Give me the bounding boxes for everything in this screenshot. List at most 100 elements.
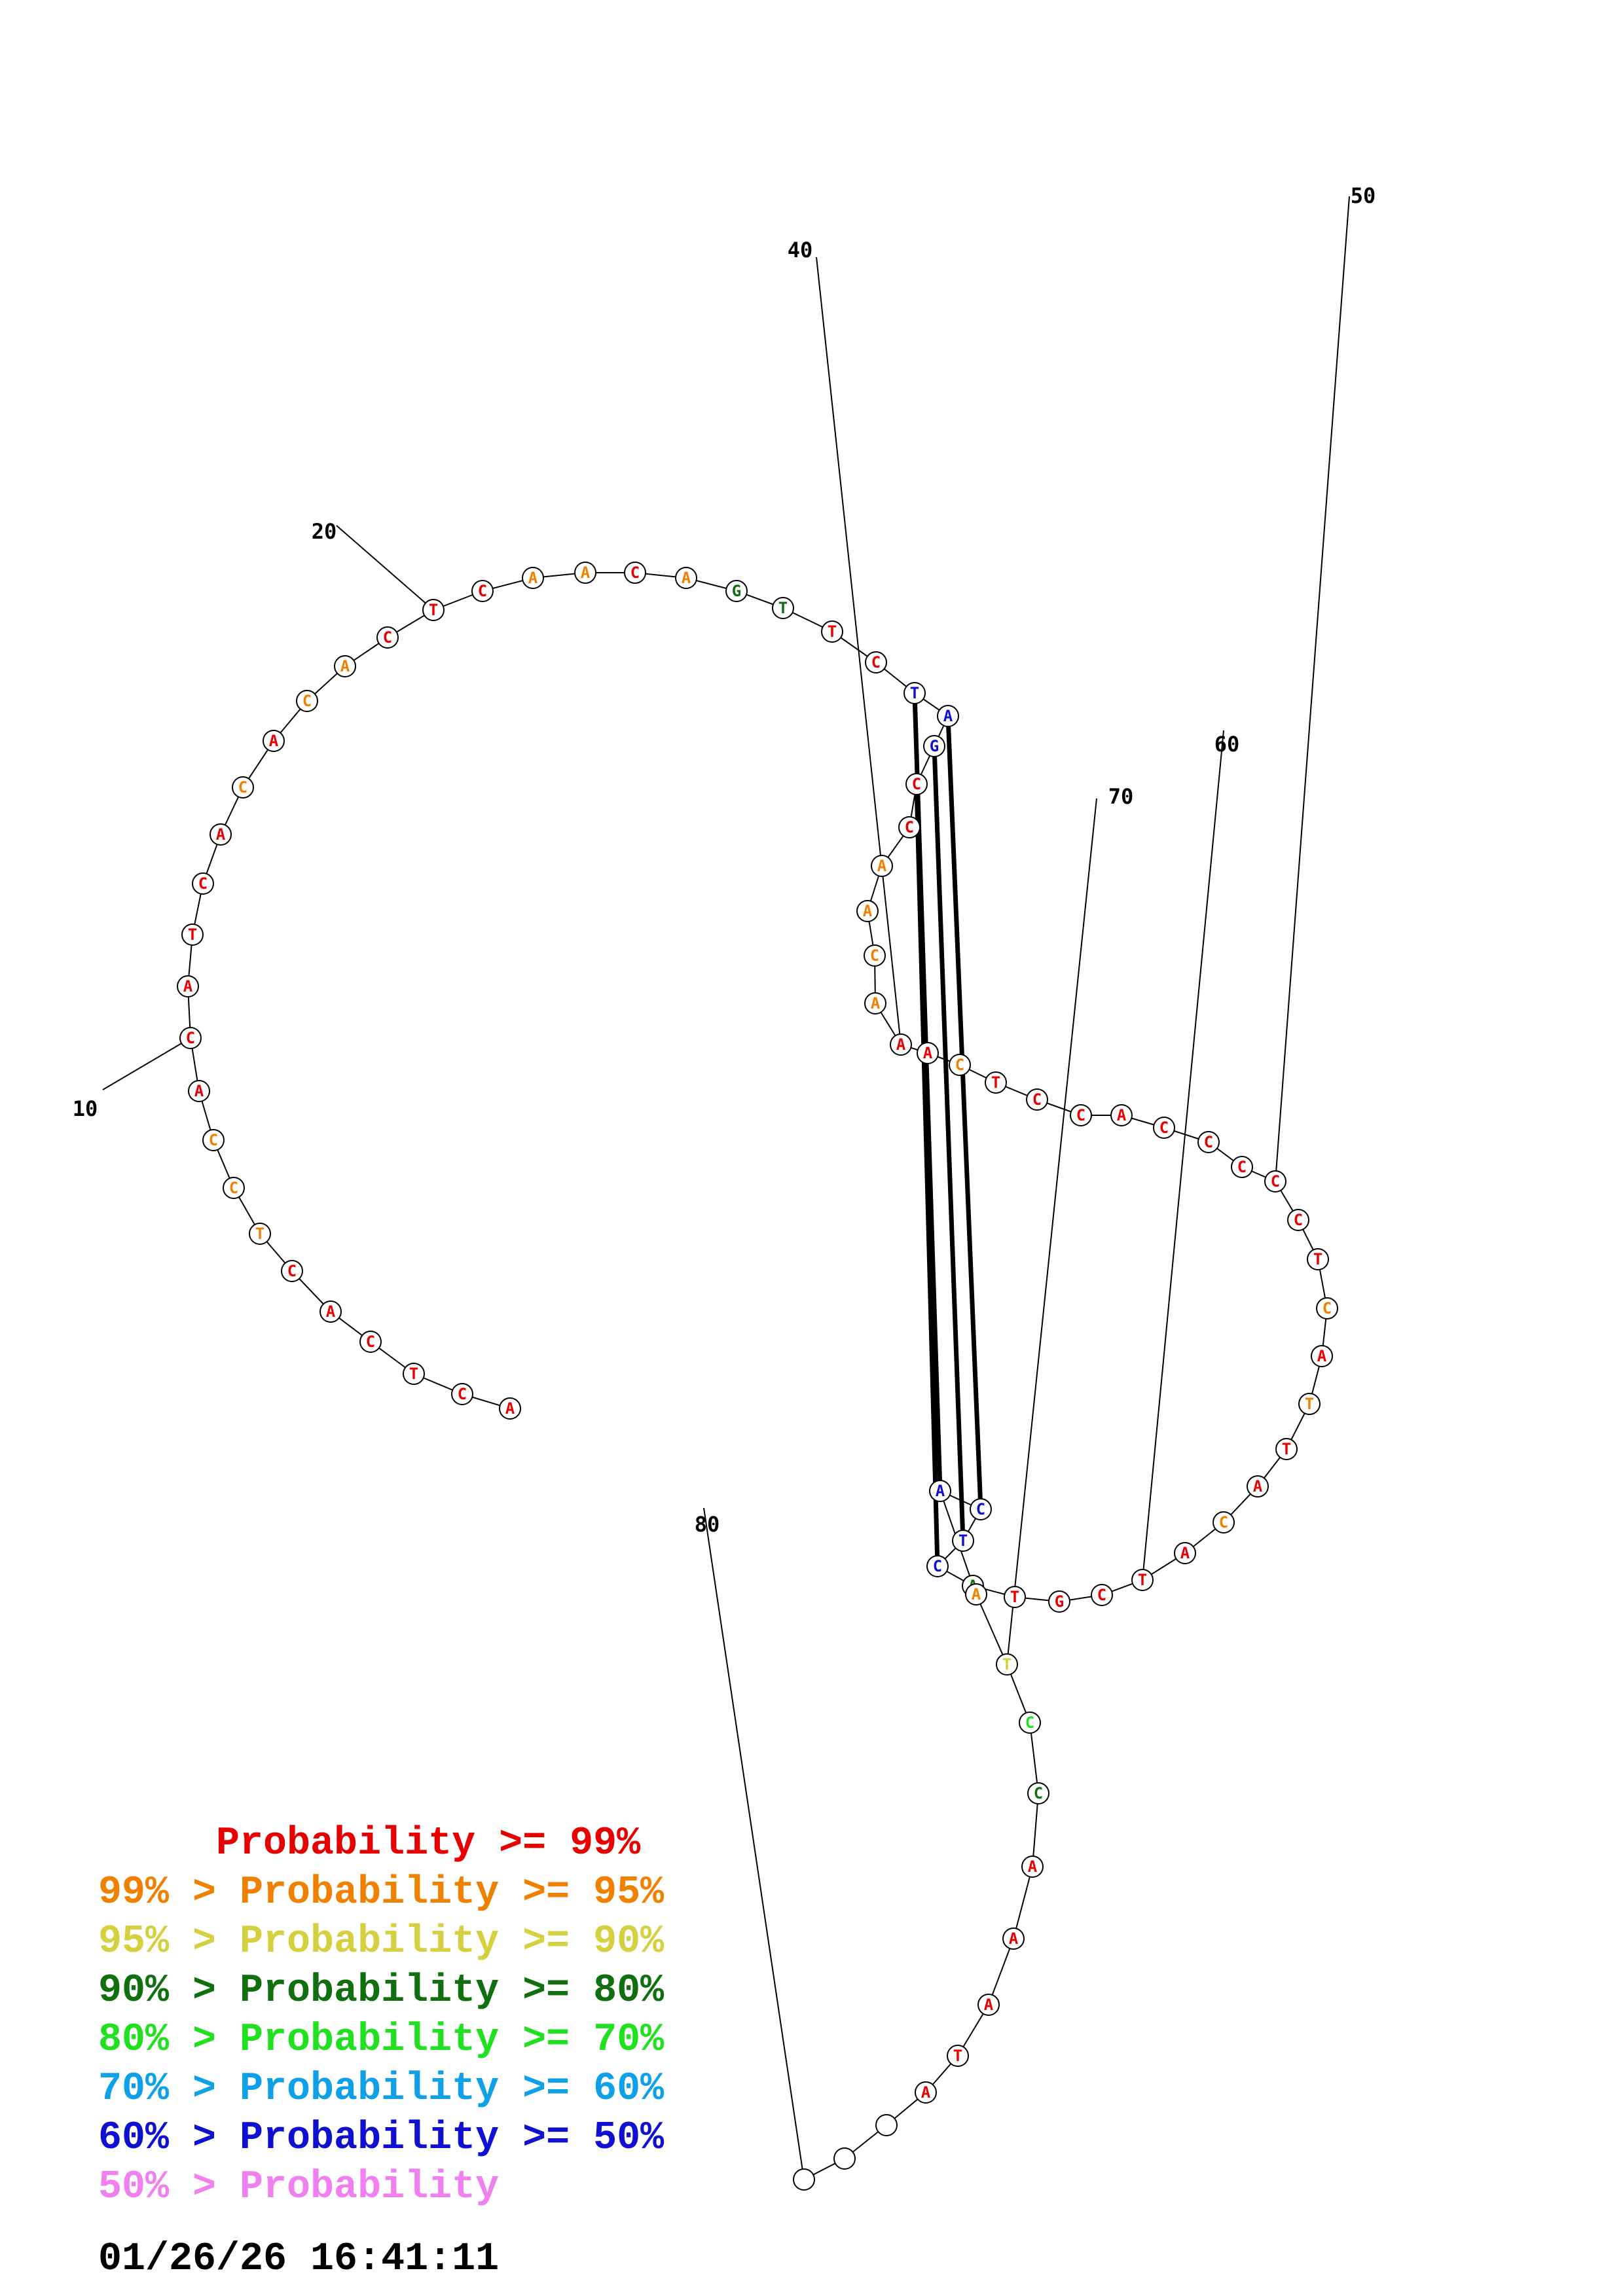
legend-line-7: 60% > Probability >= 50% — [98, 2116, 665, 2161]
nucleotide: A — [1247, 1475, 1269, 1498]
backbone-segment — [1032, 1793, 1039, 1867]
nucleotide-letter: G — [732, 582, 741, 600]
nucleotide: A — [915, 2081, 937, 2104]
nucleotide: T — [1307, 1248, 1329, 1270]
nucleotide-letter: C — [1271, 1172, 1280, 1191]
nucleotide-circle — [1298, 1393, 1321, 1415]
nucleotide-circle — [1002, 1928, 1025, 1950]
nucleotide: A — [675, 567, 697, 589]
nucleotide-letter: A — [581, 564, 591, 582]
nucleotide-letter: A — [1317, 1347, 1327, 1365]
nucleotide-letter: T — [1313, 1250, 1322, 1268]
base-pair-bond — [945, 715, 983, 1510]
nucleotide: C — [1019, 1712, 1041, 1734]
nucleotide: C — [471, 580, 494, 602]
nucleotide-letter: C — [870, 946, 879, 965]
nucleotide-circle — [1019, 1712, 1041, 1734]
nucleotide-letter: T — [188, 925, 197, 944]
nucleotide-circle — [1070, 1104, 1092, 1126]
nucleotide-circle — [1026, 1088, 1048, 1111]
nucleotide: C — [376, 626, 399, 649]
nucleotide: T — [1004, 1586, 1026, 1608]
nucleotide: G — [923, 735, 945, 757]
nucleotide-circle — [1316, 1297, 1338, 1319]
nucleotide-circle — [1231, 1156, 1253, 1178]
nucleotide: A — [499, 1397, 521, 1420]
nucleotide-circle — [499, 1397, 521, 1420]
nucleotide-letter: C — [1294, 1211, 1303, 1229]
nucleotide-circle — [202, 1129, 225, 1151]
nucleotide-letter: C — [976, 1500, 985, 1518]
legend-line-5: 80% > Probability >= 70% — [98, 2018, 665, 2062]
legend-line-3: 95% > Probability >= 90% — [98, 1920, 665, 1964]
tick-line — [336, 525, 434, 611]
nucleotide-letter: A — [1253, 1477, 1263, 1496]
tick-label: 50 — [1351, 183, 1376, 208]
nucleotide: A — [1174, 1542, 1196, 1564]
nucleotide-letter: T — [1282, 1440, 1291, 1458]
nucleotide-circle — [1247, 1475, 1269, 1498]
nucleotide: A — [1311, 1345, 1333, 1367]
nucleotide-circle — [949, 1054, 971, 1076]
nucleotide: C — [202, 1129, 225, 1151]
nucleotide: T — [403, 1363, 425, 1385]
nucleotide-letter: C — [1322, 1299, 1332, 1318]
nucleotide-circle — [947, 2045, 969, 2067]
nucleotide: C — [1091, 1584, 1113, 1606]
nucleotide: T — [422, 599, 445, 621]
tick-label: 10 — [73, 1096, 98, 1121]
tick-label: 80 — [695, 1512, 720, 1537]
nucleotide-letter: C — [1034, 1784, 1043, 1803]
nucleotide: T — [1298, 1393, 1321, 1415]
nucleotide: T — [772, 597, 794, 619]
nucleotide: A — [1002, 1928, 1025, 1950]
nucleotide-circle — [970, 1498, 992, 1520]
nucleotide — [833, 2147, 856, 2170]
nucleotide-letter: A — [896, 1035, 906, 1054]
nucleotide-letter: A — [921, 2083, 931, 2102]
nucleotide-circle — [864, 992, 886, 1014]
nucleotide: T — [821, 620, 843, 643]
nucleotide: T — [996, 1653, 1018, 1676]
nucleotide: C — [192, 872, 214, 895]
nucleotide-letter: T — [778, 599, 788, 617]
nucleotide-circle — [905, 773, 928, 795]
tick-label: 40 — [788, 238, 813, 262]
nucleotide: C — [865, 651, 887, 673]
nucleotide-letter: T — [1305, 1395, 1314, 1413]
nucleotide-letter: A — [682, 569, 691, 587]
base-pair-bond — [932, 745, 966, 1541]
nucleotide-circle — [937, 705, 959, 727]
nucleotide-circle — [192, 872, 214, 895]
nucleotide: C — [1026, 1088, 1048, 1111]
nucleotide-circle — [1197, 1131, 1220, 1153]
nucleotide-letter: A — [1180, 1544, 1190, 1562]
nucleotide-letter: A — [326, 1302, 336, 1321]
nucleotide-circle — [232, 776, 254, 798]
nucleotide-circle — [1091, 1584, 1113, 1606]
nucleotide: G — [1048, 1590, 1070, 1613]
nucleotide-circle — [223, 1177, 245, 1199]
nucleotide: A — [522, 567, 544, 589]
nucleotide-letter: C — [1159, 1119, 1169, 1137]
nucleotide: A — [864, 992, 886, 1014]
nucleotide-circle — [996, 1653, 1018, 1676]
nucleotide-letter: A — [877, 857, 887, 875]
nucleotide-letter: A — [505, 1399, 515, 1418]
nucleotide: A — [965, 1583, 987, 1605]
nucleotide-letter: C — [198, 874, 208, 893]
nucleotide-letter: A — [972, 1585, 981, 1604]
nucleotide: C — [1070, 1104, 1092, 1126]
nucleotide-letter: T — [255, 1225, 264, 1243]
nucleotide-letter: C — [302, 692, 312, 710]
nucleotide-letter: C — [1219, 1513, 1228, 1532]
nucleotide-letter: T — [910, 684, 919, 702]
legend-line-8: 50% > Probability — [98, 2165, 500, 2210]
nucleotide-letter: C — [478, 582, 487, 600]
nucleotide-circle — [856, 900, 879, 922]
nucleotide: T — [1131, 1569, 1154, 1591]
nucleotide: A — [1021, 1856, 1044, 1878]
nucleotide: A — [937, 705, 959, 727]
nucleotide: C — [1316, 1297, 1338, 1319]
tick-line — [1006, 798, 1097, 1665]
